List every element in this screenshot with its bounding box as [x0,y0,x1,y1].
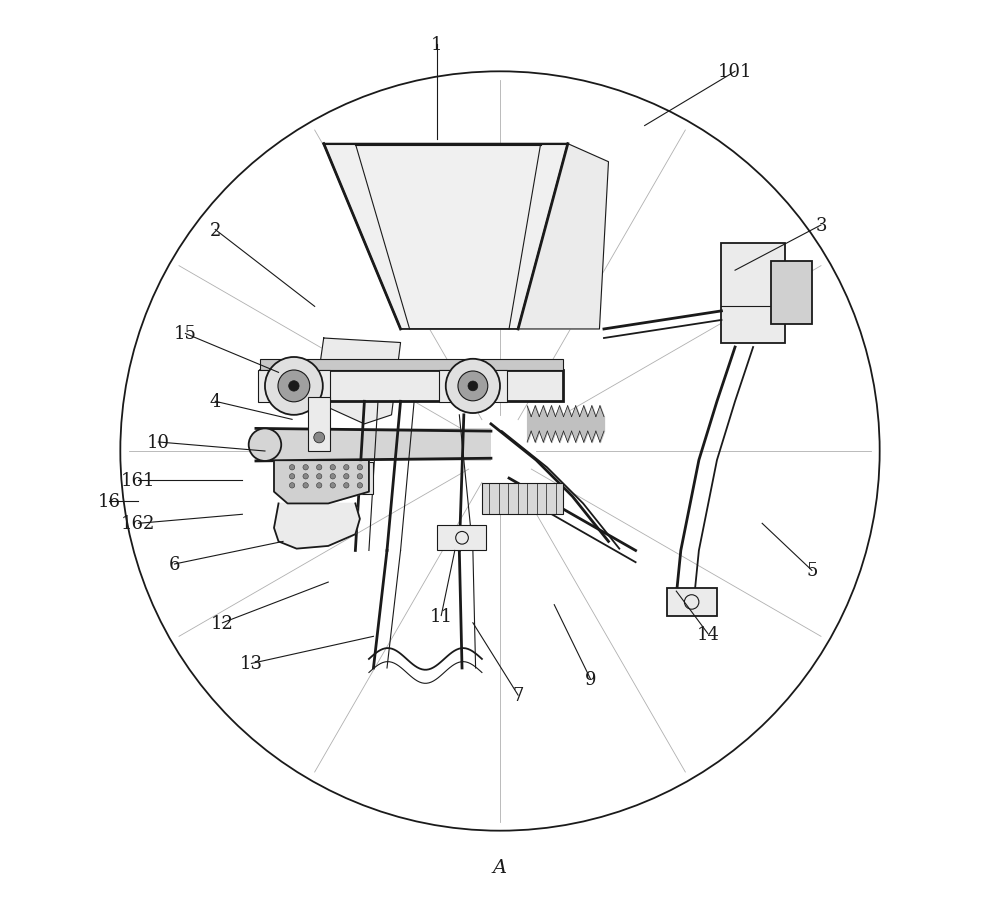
Circle shape [303,465,308,470]
Circle shape [330,474,335,479]
Circle shape [249,429,281,461]
Text: 2: 2 [210,221,221,239]
Circle shape [344,465,349,470]
Circle shape [289,465,295,470]
Polygon shape [274,504,360,549]
Polygon shape [324,144,568,330]
Circle shape [278,370,310,403]
Bar [771,262,812,325]
Text: 3: 3 [815,217,827,235]
Polygon shape [274,462,369,504]
Text: 101: 101 [718,63,752,81]
Circle shape [289,381,299,392]
Text: 6: 6 [169,555,180,573]
Text: A: A [493,858,507,876]
Text: 14: 14 [696,625,719,643]
Text: 161: 161 [121,471,156,489]
Text: 9: 9 [585,670,596,688]
Circle shape [289,474,295,479]
Circle shape [357,483,363,489]
Text: 4: 4 [210,393,221,411]
Circle shape [303,474,308,479]
Circle shape [316,465,322,470]
Circle shape [289,483,295,489]
Circle shape [344,483,349,489]
Circle shape [357,465,363,470]
Text: 16: 16 [98,492,121,510]
Bar [667,589,717,616]
Circle shape [314,433,325,443]
Text: 11: 11 [430,607,453,625]
Bar [721,244,785,343]
Bar [439,370,507,403]
Circle shape [357,474,363,479]
Bar [260,370,563,402]
Bar [279,462,373,495]
Bar [260,359,563,370]
Bar [482,483,563,515]
Polygon shape [518,144,608,330]
Text: 15: 15 [174,325,197,343]
Text: 162: 162 [121,515,156,533]
Circle shape [330,465,335,470]
Text: 10: 10 [147,433,170,452]
Text: 1: 1 [431,36,442,54]
Polygon shape [315,339,401,424]
Circle shape [265,358,323,415]
Text: 5: 5 [806,562,818,580]
Circle shape [316,474,322,479]
Text: 13: 13 [240,655,263,673]
Bar [265,429,491,461]
Circle shape [330,483,335,489]
Circle shape [468,382,478,391]
Bar [258,370,330,403]
Circle shape [344,474,349,479]
Text: 7: 7 [512,686,524,704]
Bar [437,526,486,551]
Bar [308,397,330,452]
Circle shape [458,372,488,401]
Circle shape [316,483,322,489]
Text: 12: 12 [211,614,234,632]
Circle shape [446,359,500,414]
Circle shape [303,483,308,489]
